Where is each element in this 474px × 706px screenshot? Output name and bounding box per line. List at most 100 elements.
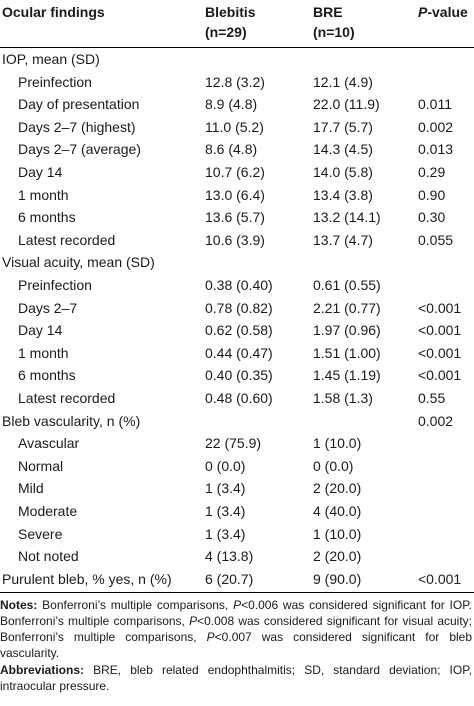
notes-text-1: Bonferroni’s multiple comparisons, (37, 598, 234, 612)
row-blebitis-value: 0 (0.0) (205, 457, 246, 474)
row-bre-value: 1.51 (1.00) (313, 344, 381, 361)
table-row: Avascular 22 (75.9) 1 (10.0) (0, 432, 474, 455)
abbreviations-text: BRE, bleb related endophthalmitis; SD, s… (0, 663, 472, 693)
row-bre-value: 22.0 (11.9) (313, 96, 380, 113)
row-label: IOP, mean (SD) (2, 51, 100, 67)
row-label: Days 2–7 (highest) (18, 118, 136, 135)
row-p-value: 0.90 (418, 186, 446, 203)
row-p-value: 0.30 (418, 209, 446, 226)
row-label: Visual acuity, mean (SD) (2, 254, 155, 271)
header-bre-name: BRE (313, 4, 343, 20)
abbreviations-paragraph: Abbreviations: BRE, bleb related endopht… (0, 662, 472, 694)
row-bre-value: 1.58 (1.3) (313, 390, 373, 406)
row-label: Day 14 (18, 322, 63, 339)
table-header: Ocular findings Blebitis (n=29) BRE (n=1… (0, 0, 474, 48)
row-label: Purulent bleb, % yes, n (%) (2, 570, 172, 587)
table-notes: Notes: Bonferroni’s multiple comparisons… (0, 597, 472, 695)
table-row: Visual acuity, mean (SD) (0, 251, 474, 274)
row-bre-value: 13.4 (3.8) (313, 186, 373, 203)
row-blebitis-value: 10.7 (6.2) (205, 164, 265, 180)
row-blebitis-value: 0.38 (0.40) (205, 277, 273, 293)
row-blebitis-value: 0.48 (0.60) (205, 390, 273, 406)
header-divider (0, 47, 474, 48)
abbreviations-label: Abbreviations: (0, 663, 85, 677)
notes-paragraph: Notes: Bonferroni’s multiple comparisons… (0, 597, 472, 661)
row-p-value: <0.001 (418, 299, 462, 316)
row-bre-value: 1.45 (1.19) (313, 367, 381, 384)
header-blebitis-n: (n=29) (205, 24, 247, 40)
row-bre-value: 12.1 (4.9) (313, 73, 373, 90)
notes-label: Notes: (0, 598, 38, 612)
row-p-value: 0.013 (418, 141, 454, 158)
row-label: 1 month (18, 186, 69, 203)
row-bre-value: 1 (10.0) (313, 435, 362, 452)
table-row: Preinfection 0.38 (0.40) 0.61 (0.55) (0, 274, 474, 297)
table-row: Day of presentation 8.9 (4.8) 22.0 (11.9) 0… (0, 93, 474, 116)
row-bre-value: 4 (40.0) (313, 503, 362, 519)
header-p-value: P-value (418, 2, 468, 22)
row-blebitis-value: 13.0 (6.4) (205, 186, 265, 203)
row-label: 6 months (18, 367, 76, 384)
table-row: Purulent bleb, % yes, n (%) 6 (20.7) 9 (90… (0, 568, 474, 591)
row-blebitis-value: 12.8 (3.2) (205, 73, 265, 90)
table-row: IOP, mean (SD) (0, 48, 474, 71)
table-row: Preinfection 12.8 (3.2) 12.1 (4.9) (0, 71, 474, 94)
row-blebitis-value: 0.40 (0.35) (205, 367, 273, 384)
row-label: Avascular (18, 435, 80, 452)
row-bre-value: 0.61 (0.55) (313, 277, 381, 293)
row-label: Day 14 (18, 164, 63, 180)
row-blebitis-value: 0.44 (0.47) (205, 344, 273, 361)
table-row: 6 months 0.40 (0.35) 1.45 (1.19) <0.001 (0, 364, 474, 387)
table-row: Severe 1 (3.4) 1 (10.0) (0, 523, 474, 546)
table-row: 1 month 0.44 (0.47) 1.51 (1.00) <0.001 (0, 342, 474, 365)
header-p-rest: -value (427, 4, 468, 20)
row-label: Preinfection (18, 277, 92, 293)
row-label: 6 months (18, 209, 76, 226)
header-bre: BRE (n=10) (313, 2, 355, 42)
row-p-value: <0.001 (418, 344, 462, 361)
row-bre-value: 13.7 (4.7) (313, 231, 373, 248)
row-blebitis-value: 6 (20.7) (205, 570, 254, 587)
table-row: Days 2–7 (highest) 11.0 (5.2) 17.7 (5.7) 0.… (0, 116, 474, 139)
row-bre-value: 0 (0.0) (313, 457, 354, 474)
header-ocular-findings: Ocular findings (2, 4, 105, 20)
row-p-value: 0.002 (418, 118, 454, 135)
header-bre-n: (n=10) (313, 24, 355, 40)
row-blebitis-value: 13.6 (5.7) (205, 209, 265, 226)
row-blebitis-value: 1 (3.4) (205, 503, 246, 519)
row-label: Moderate (18, 503, 78, 519)
notes-p-1: P (233, 598, 242, 612)
row-bre-value: 14.3 (4.5) (313, 141, 373, 158)
row-blebitis-value: 10.6 (3.9) (205, 231, 265, 248)
table-row: 6 months 13.6 (5.7) 13.2 (14.1) 0.30 (0, 206, 474, 229)
row-bre-value: 9 (90.0) (313, 570, 362, 587)
row-bre-value: 1.97 (0.96) (313, 322, 381, 339)
row-p-value: 0.002 (418, 412, 454, 429)
row-label: Not noted (18, 548, 79, 565)
row-label: Normal (18, 457, 64, 474)
row-label: 1 month (18, 344, 69, 361)
row-bre-value: 14.0 (5.8) (313, 164, 373, 180)
row-label: Days 2–7 (18, 299, 78, 316)
table-row: Moderate 1 (3.4) 4 (40.0) (0, 500, 474, 523)
row-label: Severe (18, 525, 63, 542)
header-blebitis: Blebitis (n=29) (205, 2, 256, 42)
row-bre-value: 13.2 (14.1) (313, 209, 381, 226)
row-bre-value: 2.21 (0.77) (313, 299, 381, 316)
row-bre-value: 2 (20.0) (313, 548, 362, 565)
row-label: Latest recorded (18, 390, 116, 406)
header-blebitis-name: Blebitis (205, 4, 256, 20)
header-p-italic: P (418, 4, 428, 20)
row-bre-value: 2 (20.0) (313, 480, 362, 497)
row-bre-value: 1 (10.0) (313, 525, 362, 542)
table-row: Day 14 10.7 (6.2) 14.0 (5.8) 0.29 (0, 161, 474, 184)
notes-p-2: P (189, 614, 198, 628)
table-row: Latest recorded 0.48 (0.60) 1.58 (1.3) 0.55 (0, 387, 474, 410)
table-row: Bleb vascularity, n (%) 0.002 (0, 410, 474, 433)
table-row: Mild 1 (3.4) 2 (20.0) (0, 477, 474, 500)
table-row: Days 2–7 (average) 8.6 (4.8) 14.3 (4.5) 0.0… (0, 138, 474, 161)
row-p-value: <0.001 (418, 570, 462, 587)
notes-text-3: <0.008 was considered significant for vi… (0, 614, 472, 644)
row-p-value: <0.001 (418, 322, 462, 339)
table-bottom-divider (0, 592, 474, 593)
